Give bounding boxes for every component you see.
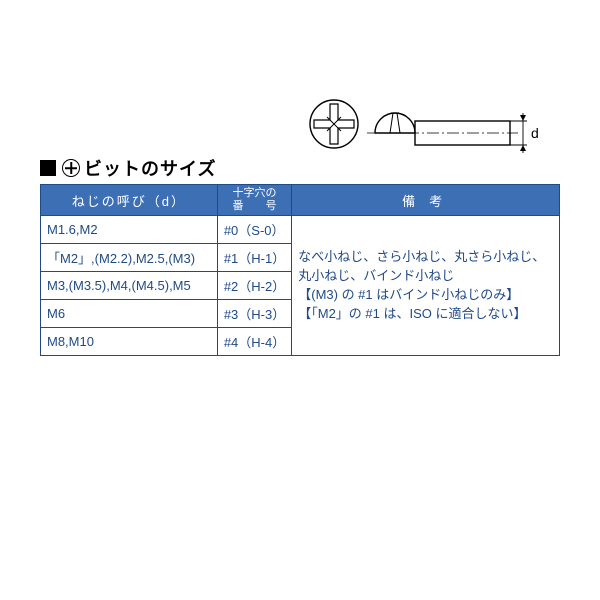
phillips-icon — [62, 159, 80, 177]
cell-thread: M3,(M3.5),M4,(M4.5),M5 — [41, 272, 218, 300]
title-text: ビットのサイズ — [84, 155, 216, 181]
cell-number: #4（H-4） — [217, 328, 291, 356]
cell-number: #2（H-2） — [217, 272, 291, 300]
cell-thread: M6 — [41, 300, 218, 328]
bit-size-section: ビットのサイズ ねじの呼び（d） 十字穴の 番 号 備考 M1.6,M2 #0（… — [40, 155, 560, 356]
title-marker-square — [40, 160, 56, 176]
bit-size-table: ねじの呼び（d） 十字穴の 番 号 備考 M1.6,M2 #0（S-0） なべ小… — [40, 184, 560, 356]
cell-thread: M8,M10 — [41, 328, 218, 356]
cell-thread: 「M2」,(M2.2),M2.5,(M3) — [41, 244, 218, 272]
th-number-line2: 番 号 — [233, 200, 277, 212]
screw-diagram: d — [305, 93, 555, 158]
dim-d-label: d — [531, 125, 539, 141]
th-number: 十字穴の 番 号 — [217, 185, 291, 216]
th-remark: 備考 — [292, 185, 560, 216]
cell-number: #0（S-0） — [217, 216, 291, 244]
cell-number: #1（H-1） — [217, 244, 291, 272]
cell-thread: M1.6,M2 — [41, 216, 218, 244]
section-title: ビットのサイズ — [40, 155, 560, 181]
cell-number: #3（H-3） — [217, 300, 291, 328]
th-thread: ねじの呼び（d） — [41, 185, 218, 216]
table-row: M1.6,M2 #0（S-0） なべ小ねじ、さら小ねじ、丸さら小ねじ、丸小ねじ、… — [41, 216, 560, 244]
cell-remark: なべ小ねじ、さら小ねじ、丸さら小ねじ、丸小ねじ、バインド小ねじ【(M3) の #… — [292, 216, 560, 356]
th-number-line1: 十字穴の — [233, 187, 277, 199]
